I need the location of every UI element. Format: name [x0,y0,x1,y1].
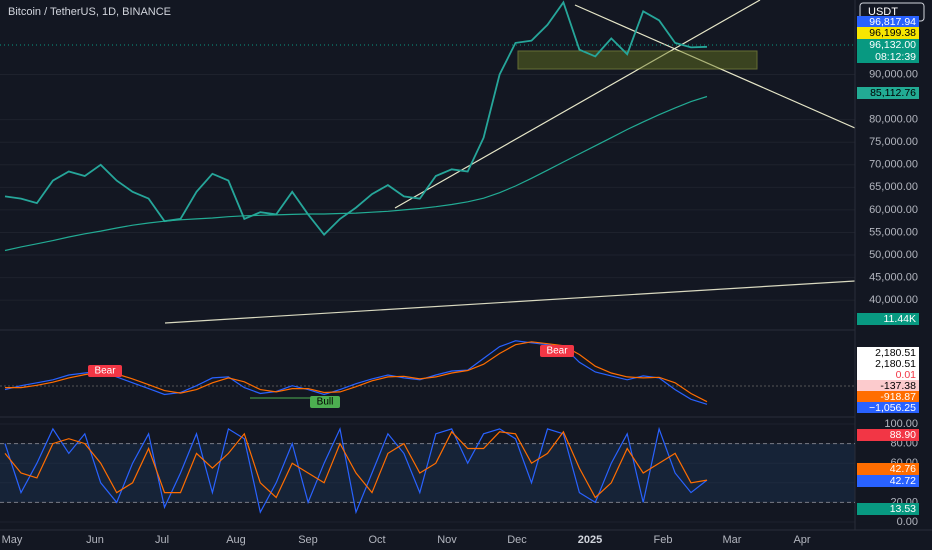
macd-tag: 2,180.51 [875,347,916,359]
x-tick-label: Mar [723,534,742,546]
x-tick-label: Dec [507,534,527,546]
annotation-bg [540,345,574,357]
stoch-tag: 42.72 [890,475,916,487]
y-tick-label: 65,000.00 [869,181,918,193]
support-zone [517,50,758,70]
tag-bg [857,358,919,369]
chart-title: Bitcoin / TetherUS, 1D, BINANCE [8,6,171,18]
annotation-bg [310,396,340,408]
price-tag: 96,132.00 [869,39,916,51]
annotation: Bear [546,346,568,357]
y-tick-label: 40,000.00 [869,294,918,306]
trend-line [394,0,761,209]
tag-bg [857,313,919,325]
stoch-band-fill [0,444,855,502]
x-tick-label: Aug [226,534,246,546]
x-tick-label: Nov [437,534,457,546]
x-tick-label: Sep [298,534,318,546]
macd-tag: −1,056.25 [869,402,916,414]
macd-tag: 2,180.51 [875,358,916,370]
macd-tag: -918.87 [880,391,916,403]
stoch-tag: 42.76 [890,463,916,475]
currency-label[interactable]: USDT [868,6,898,18]
y-tick-label: 60,000.00 [869,204,918,216]
price-tag: 96,199.38 [869,27,916,39]
tag-bg [857,475,919,487]
trend-line [164,280,856,324]
series-line [4,430,708,499]
price-tags: 96,817.94 96,199.38 96,132.00 08:12:39 8… [857,16,919,414]
volume-tag: 11.44K [884,313,917,325]
price-tag: 96,817.94 [869,16,916,28]
x-tick-label: Jun [86,534,104,546]
stoch-tag: 13.53 [890,503,916,515]
x-tick-label: Feb [654,534,673,546]
tag-bg [857,463,919,475]
series-line [4,95,708,252]
annotation: Bull [317,397,334,408]
tag-bg [857,87,919,99]
x-tick-label: Oct [368,534,385,546]
y-tick-label: 55,000.00 [869,226,918,238]
x-tick-label: Jul [155,534,169,546]
tag-bg [857,27,919,39]
marks [0,0,855,515]
tag-bg [857,391,919,402]
y-tick-label: 100.00 [884,418,918,430]
y-tick-label: 80,000.00 [869,114,918,126]
price-tag: 85,112.76 [870,87,916,99]
countdown: 08:12:39 [875,51,916,63]
series-line [4,0,708,237]
tag-bg [857,369,919,380]
stoch-tags: 88.90 42.76 42.72 13.53 [857,429,919,515]
macd-tag: 0.01 [896,369,917,381]
tag-bg [857,39,919,63]
tag-bg [857,503,919,515]
series-line [4,340,708,405]
stoch-tag: 88.90 [890,429,916,441]
y-tick-label: 50,000.00 [869,249,918,261]
annotation-bg [88,365,122,377]
tag-bg [857,16,919,27]
x-axis-labels: May Jun Jul Aug Sep Oct Nov Dec 2025 Feb… [2,534,811,546]
trend-line [574,4,856,129]
y-tick-label: 90,000.00 [869,68,918,80]
series-line [5,341,708,403]
tag-bg [857,429,919,441]
macd-tag: -137.38 [880,380,916,392]
y-tick-label: 75,000.00 [869,136,918,148]
x-tick-label: May [2,534,23,546]
annotation: Bear [94,366,116,377]
y-tick-label: 0.00 [897,516,918,528]
y-tick-label: 45,000.00 [869,272,918,284]
x-tick-label: Apr [793,534,810,546]
x-tick-label: 2025 [578,534,602,546]
tag-bg [857,347,919,358]
y-tick-label: 70,000.00 [869,159,918,171]
tag-bg [857,380,919,391]
tag-bg [857,402,919,413]
